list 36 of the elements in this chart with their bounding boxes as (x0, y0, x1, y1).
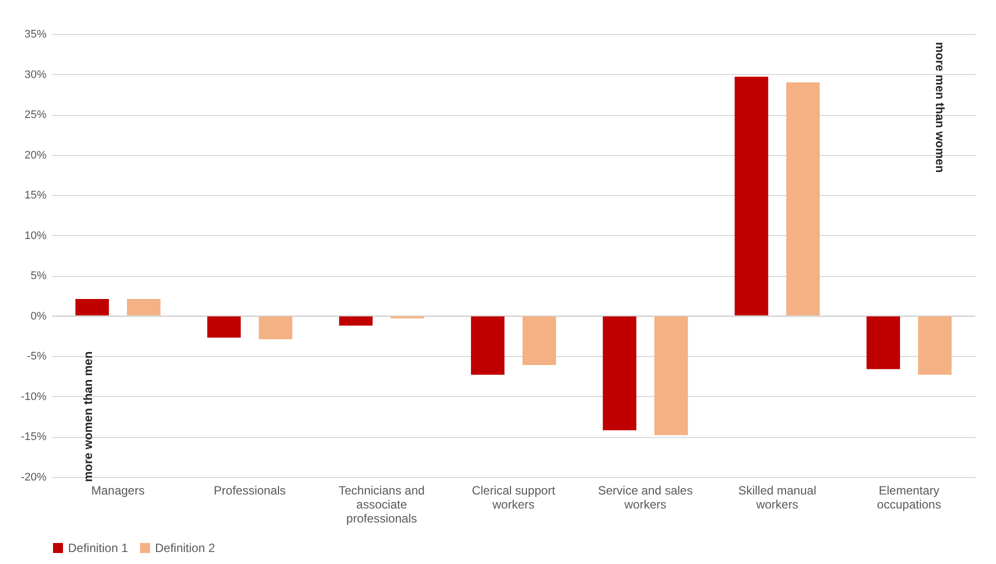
y-tick-label: 10% (24, 230, 47, 242)
bar (339, 316, 373, 326)
y-tick-label: 5% (30, 270, 47, 282)
bar (470, 316, 504, 375)
y-tick-label: 30% (24, 68, 47, 81)
bar (207, 316, 241, 338)
y-tick-label: -15% (20, 431, 47, 444)
x-tick-label: Elementary occupations (877, 484, 942, 512)
bar (126, 298, 160, 316)
y-tick-label: -10% (20, 390, 47, 403)
x-tick-label: Managers (91, 484, 145, 498)
bar (866, 316, 900, 370)
annotation: more women than men (81, 351, 95, 482)
y-tick-label: -5% (26, 350, 47, 363)
x-tick-label: Skilled manual workers (738, 484, 816, 512)
x-tick-label: Clerical support workers (472, 484, 556, 512)
y-tick-label: -20% (20, 472, 47, 484)
bar (734, 76, 768, 316)
bar (654, 316, 688, 436)
legend-label: Definition 2 (155, 541, 216, 555)
x-tick-label: Professionals (214, 484, 286, 498)
y-tick-label: 15% (24, 190, 47, 202)
annotation: more men than women (933, 42, 947, 173)
bar (75, 298, 109, 316)
y-tick-label: 20% (24, 149, 47, 162)
bar (786, 82, 820, 316)
bar (258, 316, 292, 340)
x-tick-label: Service and sales workers (598, 484, 693, 512)
bar (918, 316, 952, 375)
bar (602, 316, 636, 430)
bar (522, 316, 556, 366)
legend-label: Definition 1 (68, 541, 128, 555)
y-tick-label: 35% (24, 28, 47, 40)
y-tick-label: 0% (30, 310, 47, 322)
x-tick-label: Technicians and associate professionals (338, 484, 425, 526)
y-tick-label: 25% (24, 109, 47, 122)
